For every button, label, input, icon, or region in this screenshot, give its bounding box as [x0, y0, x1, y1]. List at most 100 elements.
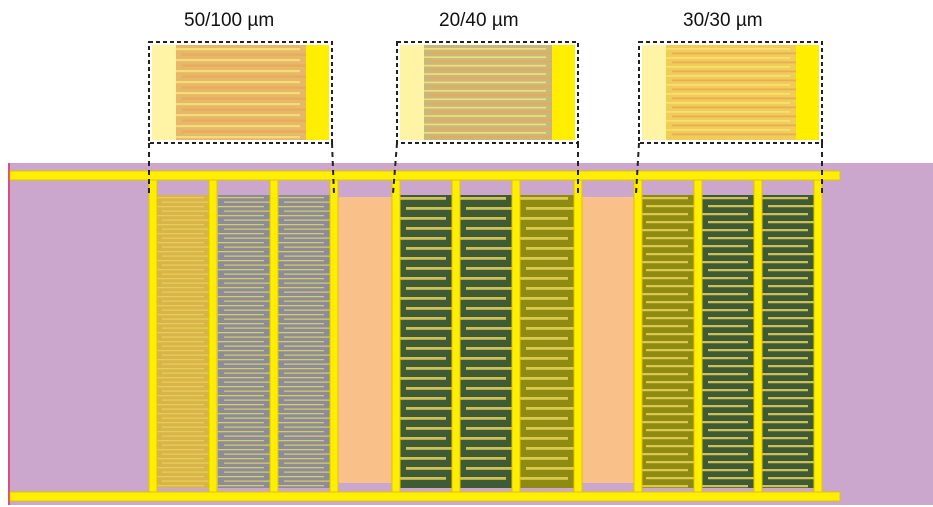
- electrode-finger: [762, 293, 808, 296]
- electrode-finger: [278, 431, 324, 433]
- electrode-finger: [224, 336, 270, 338]
- electrode-finger: [520, 257, 568, 260]
- electrode-finger: [224, 480, 270, 482]
- electrode-finger: [218, 422, 264, 424]
- inset-finger: [176, 136, 300, 139]
- electrode-finger: [702, 261, 748, 264]
- electrode-finger: [284, 354, 330, 356]
- electrode-finger: [156, 314, 204, 316]
- electrode-finger: [406, 207, 452, 210]
- electrode-finger: [224, 246, 270, 248]
- electrode-finger: [218, 224, 264, 226]
- inset-finger: [424, 123, 546, 126]
- electrode-finger: [218, 260, 264, 262]
- electrode-finger: [162, 435, 210, 437]
- electrode-finger: [640, 197, 688, 200]
- inset-finger: [672, 115, 796, 118]
- electrode-finger: [284, 363, 330, 365]
- electrode-finger: [640, 293, 688, 296]
- inset-finger: [424, 90, 546, 92]
- electrode-finger: [218, 242, 264, 244]
- electrode-finger: [520, 357, 568, 360]
- electrode-finger: [224, 264, 270, 266]
- electrode-finger: [466, 247, 512, 250]
- electrode-finger: [526, 207, 574, 210]
- electrode-finger: [162, 417, 210, 419]
- pattern-block-1-fingers: [156, 197, 210, 487]
- electrode-finger: [400, 457, 446, 460]
- electrode-finger: [278, 350, 324, 352]
- electrode-finger: [646, 397, 694, 400]
- electrode-finger: [406, 267, 452, 270]
- vertical-electrode-8: [573, 177, 583, 495]
- electrode-finger: [768, 365, 814, 368]
- electrode-finger: [768, 461, 814, 464]
- inset-finger: [182, 75, 306, 78]
- electrode-finger: [278, 485, 324, 487]
- electrode-finger: [460, 197, 506, 200]
- inset-finger: [424, 64, 546, 67]
- electrode-finger: [768, 253, 814, 256]
- electrode-finger: [162, 273, 210, 275]
- electrode-finger: [284, 201, 330, 203]
- electrode-finger: [520, 437, 568, 440]
- electrode-finger: [520, 217, 568, 220]
- electrode-finger: [762, 373, 808, 376]
- pattern-block-2-fingers: [218, 197, 270, 487]
- electrode-finger: [708, 301, 754, 304]
- electrode-finger: [156, 386, 204, 388]
- electrode-finger: [406, 427, 452, 430]
- electrode-finger: [218, 449, 264, 451]
- inset-finger: [430, 111, 552, 113]
- electrode-finger: [156, 359, 204, 361]
- electrode-finger: [218, 431, 264, 433]
- electrode-finger: [460, 317, 506, 320]
- electrode-finger: [768, 285, 814, 288]
- electrode-finger: [218, 323, 264, 325]
- electrode-finger: [646, 333, 694, 336]
- electrode-finger: [768, 269, 814, 272]
- electrode-finger: [284, 390, 330, 392]
- inset-finger: [430, 69, 552, 71]
- inset-finger: [672, 79, 796, 82]
- vertical-electrode-11: [753, 177, 763, 495]
- electrode-finger: [224, 300, 270, 302]
- electrode-finger: [284, 345, 330, 347]
- inset-finger: [424, 115, 546, 117]
- electrode-finger: [400, 217, 446, 220]
- inset-finger: [182, 108, 306, 111]
- electrode-finger: [162, 300, 210, 302]
- electrode-finger: [708, 381, 754, 384]
- electrode-finger: [460, 257, 506, 260]
- electrode-finger: [156, 341, 204, 343]
- electrode-finger: [218, 350, 264, 352]
- electrode-finger: [156, 251, 204, 253]
- inset-finger: [424, 73, 546, 75]
- electrode-finger: [156, 197, 204, 199]
- electrode-finger: [224, 408, 270, 410]
- inset-finger: [182, 119, 306, 122]
- electrode-finger: [768, 333, 814, 336]
- electrode-finger: [762, 213, 808, 216]
- electrode-finger: [466, 307, 512, 310]
- inset-zoom-views: [148, 41, 823, 144]
- electrode-finger: [284, 327, 330, 329]
- electrode-finger: [640, 405, 688, 408]
- vertical-electrode-5: [391, 177, 401, 495]
- electrode-finger: [218, 341, 264, 343]
- pattern-block-8-fingers: [702, 197, 754, 488]
- electrode-finger: [768, 237, 814, 240]
- electrode-finger: [762, 357, 808, 360]
- vertical-electrode-9: [633, 177, 643, 495]
- electrode-finger: [278, 440, 324, 442]
- electrode-finger: [224, 327, 270, 329]
- electrode-finger: [162, 327, 210, 329]
- inset-finger: [176, 103, 300, 106]
- electrode-finger: [278, 449, 324, 451]
- electrode-finger: [526, 347, 574, 350]
- electrode-finger: [278, 233, 324, 235]
- electrode-finger: [406, 327, 452, 330]
- electrode-finger: [224, 399, 270, 401]
- inset-finger-region: [666, 45, 796, 140]
- inset-finger: [424, 132, 546, 134]
